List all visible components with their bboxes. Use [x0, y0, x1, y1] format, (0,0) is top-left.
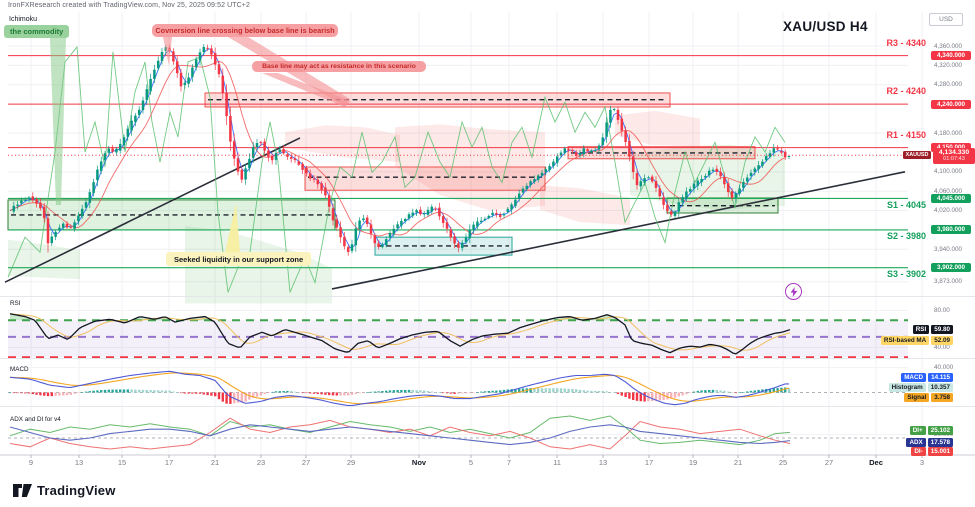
price-tick-label: 4,060.000: [934, 187, 963, 195]
histogram-value: 10.357: [927, 383, 953, 392]
rsi-badge: RSI: [912, 325, 930, 334]
time-axis-label: 13: [74, 458, 84, 467]
di-minus-value: 15.001: [927, 447, 953, 456]
price-level-badge: 4,045.000: [931, 193, 971, 203]
price-level-badge: 3,980.000: [931, 225, 971, 235]
tradingview-logo-text: TradingView: [37, 483, 116, 498]
time-axis-label: 21: [210, 458, 220, 467]
current-price-value: 4,134.330: [938, 149, 970, 156]
di-plus-badge: DI+: [909, 426, 926, 435]
adx-badge: ADX: [906, 438, 926, 447]
histogram-value-row: Histogram 10.357: [888, 383, 953, 392]
macd-pane-label[interactable]: MACD: [10, 366, 29, 373]
price-tick-label: 3,940.000: [934, 245, 963, 253]
commodity-overlay-badge: the commodity: [4, 25, 70, 38]
level-label-s3: S3 - 3902: [886, 269, 926, 279]
current-price-badge: 4,134.330 01:07:43: [933, 148, 975, 164]
level-label-s2: S2 - 3980: [886, 231, 926, 241]
time-axis-label: 27: [301, 458, 311, 467]
signal-badge: Signal: [904, 393, 930, 402]
time-axis-label: 15: [117, 458, 127, 467]
price-tick-label: 4,180.000: [934, 129, 963, 137]
macd-pane: [8, 370, 908, 407]
flash-boost-icon[interactable]: [785, 283, 802, 300]
time-axis-label: 19: [688, 458, 698, 467]
price-tick-label: 4,320.000: [934, 61, 963, 69]
di-minus-badge: DI-: [911, 447, 926, 456]
pane-separators: [0, 296, 975, 458]
support-resistance-lines: [8, 55, 908, 269]
comparison-line: [7, 45, 786, 293]
rsi-pane: [8, 313, 908, 359]
adx-value-row: ADX 17.578: [906, 438, 953, 447]
indicator-tick-label: 40.000: [934, 364, 954, 371]
rsi-ma-badge: RSI-based MA: [880, 336, 930, 345]
price-tick-label: 3,873.000: [934, 278, 963, 286]
time-axis-label: 5: [468, 458, 474, 467]
time-axis-label: 17: [164, 458, 174, 467]
symbol-title: XAU/USD H4: [783, 19, 868, 34]
time-axis-label: 23: [256, 458, 266, 467]
level-label-r3: R3 - 4340: [886, 38, 926, 48]
signal-value: 3.758: [931, 393, 953, 402]
adx-pane: [8, 415, 908, 450]
time-axis-label: 9: [28, 458, 34, 467]
time-axis-label: 27: [824, 458, 834, 467]
rsi-ma-value: 52.09: [931, 336, 953, 345]
level-label-r1: R1 - 4150: [886, 130, 926, 140]
signal-value-row: Signal 3.758: [904, 393, 953, 402]
histogram-badge: Histogram: [888, 383, 926, 392]
time-axis-label: 25: [778, 458, 788, 467]
callout-conversion-bearish: Covnersion line crossing below base line…: [152, 24, 338, 37]
price-level-badge: 4,340.000: [931, 51, 971, 61]
time-axis-label: 11: [553, 458, 561, 467]
indicator-name-label[interactable]: Ichimoku: [9, 16, 38, 23]
current-symbol-chip: XAUUSD: [903, 151, 931, 159]
di-plus-value: 25.102: [927, 426, 953, 435]
attribution-text: IronFXResearch created with TradingView.…: [8, 2, 250, 9]
price-tick-label: 4,020.000: [934, 207, 963, 215]
price-tick-label: 4,280.000: [934, 81, 963, 89]
price-level-badge: 3,902.000: [931, 263, 971, 273]
time-axis-label: 3: [919, 458, 925, 467]
macd-value: 14.115: [928, 373, 953, 382]
rsi-pane-label[interactable]: RSI: [10, 300, 21, 307]
macd-badge: MACD: [901, 373, 927, 382]
bar-countdown: 01:07:43: [943, 156, 965, 162]
di-minus-value-row: DI- 15.001: [911, 447, 953, 456]
rsi-ma-value-row: RSI-based MA 52.09: [880, 336, 953, 345]
indicator-tick-label: 40.00: [934, 344, 950, 351]
price-tick-label: 4,360.000: [934, 42, 963, 50]
time-axis-label: 7: [506, 458, 512, 467]
callout-baseline-resistance: Base line may act as resistance in this …: [252, 61, 426, 72]
adx-pane-label[interactable]: ADX and DI for v4: [10, 416, 61, 423]
macd-value-row: MACD 14.115: [901, 373, 953, 382]
tradingview-logo[interactable]: TradingView: [13, 483, 116, 498]
price-level-badge: 4,150.000: [931, 143, 971, 153]
time-axis-label: 29: [346, 458, 356, 467]
level-label-r2: R2 - 4240: [886, 86, 926, 96]
time-axis-label: 17: [644, 458, 654, 467]
adx-value: 17.578: [927, 438, 953, 447]
time-axis-label: 13: [598, 458, 608, 467]
trendlines: [4, 137, 906, 290]
currency-chip[interactable]: USD: [929, 13, 963, 26]
note-liquidity-support-zone: Seeked liquidity in our support zone: [166, 252, 312, 266]
price-level-badge: 4,240.000: [931, 99, 971, 109]
lightning-icon: [790, 286, 797, 297]
time-axis-label: Dec: [869, 458, 883, 467]
rsi-value-row: RSI 59.80: [912, 325, 953, 334]
time-axis-label: 21: [733, 458, 743, 467]
level-label-s1: S1 - 4045: [886, 200, 926, 210]
di-plus-value-row: DI+ 25.102: [909, 426, 953, 435]
price-tick-label: 4,100.000: [934, 168, 963, 176]
tradingview-logo-icon: [13, 484, 32, 497]
indicator-tick-label: 80.00: [934, 307, 950, 314]
rsi-value: 59.80: [931, 325, 953, 334]
candlestick-series: [12, 44, 791, 256]
time-axis-label: Nov: [411, 458, 427, 467]
